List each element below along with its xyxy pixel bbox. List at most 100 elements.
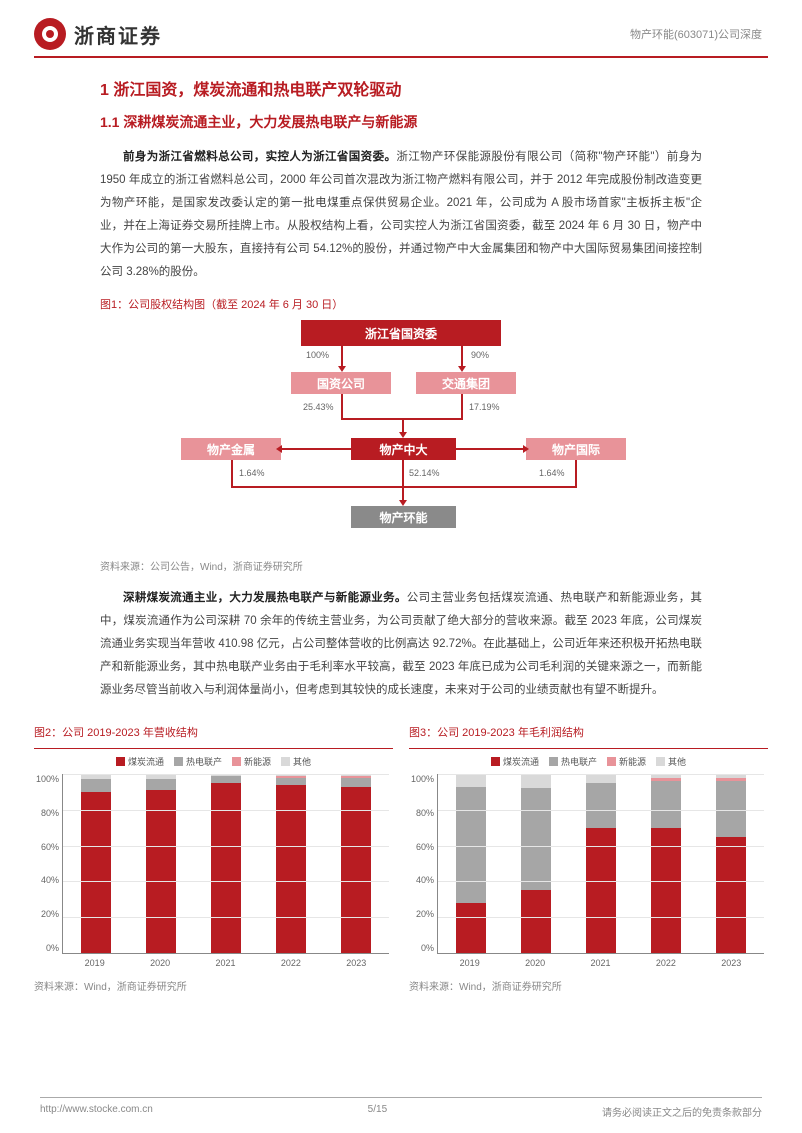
gridline [63,917,389,918]
x-tick-label: 2021 [215,958,235,968]
chart3-bars [438,774,764,953]
org-node-top: 浙江省国资委 [301,320,501,346]
org-line [402,460,404,486]
bar-segment [146,779,176,790]
org-line [341,346,343,366]
gridline [63,810,389,811]
org-pct-btm-left: 1.64% [239,468,265,478]
footer-divider [40,1097,762,1098]
bar-segment [586,774,616,783]
bar-segment [211,783,241,953]
legend-swatch [607,757,616,766]
bar-segment [456,774,486,787]
legend-item: 热电联产 [174,755,222,768]
bar-column [521,774,551,953]
org-pct-mid-left: 25.43% [303,402,334,412]
para1-text: 浙江物产环保能源股份有限公司（简称"物产环能"）前身为 1950 年成立的浙江省… [100,151,702,278]
org-chart: 浙江省国资委 100% 90% 国资公司 交通集团 25.43% 17.19% … [141,320,661,550]
legend-swatch [491,757,500,766]
bar-segment [716,837,746,953]
y-tick-label: 100% [35,774,59,784]
chart2-bars [63,774,389,953]
legend-item: 煤炭流通 [116,755,164,768]
bar-segment [521,788,551,890]
heading-1: 1 浙江国资，煤炭流通和热电联产双轮驱动 [100,76,702,100]
y-tick-label: 40% [410,875,434,885]
org-line [461,394,463,418]
chart3-caption: 图3：公司 2019-2023 年毛利润结构 [409,724,768,740]
org-node-center: 物产中大 [351,438,456,460]
fig1-source: 资料来源：公司公告，Wind，浙商证券研究所 [100,558,702,573]
org-line [461,346,463,366]
legend-item: 煤炭流通 [491,755,539,768]
page-footer: http://www.stocke.com.cn 5/15 请务必阅读正文之后的… [0,1097,802,1119]
chart3-topline [409,748,768,749]
org-node-pink-left: 物产金属 [181,438,281,460]
bar-column [341,774,371,953]
gridline [438,774,764,775]
chart2-source: 资料来源：Wind，浙商证券研究所 [34,978,393,993]
chart-2-block: 图2：公司 2019-2023 年营收结构 煤炭流通热电联产新能源其他 100%… [34,712,393,993]
gridline [438,846,764,847]
gridline [438,881,764,882]
bar-segment [276,778,306,785]
y-tick-label: 100% [410,774,434,784]
paragraph-2: 深耕煤炭流通主业，大力发展热电联产与新能源业务。公司主营业务包括煤炭流通、热电联… [100,587,702,702]
bar-segment [456,903,486,953]
chart2-xlabels: 20192020202120222023 [62,958,389,968]
org-pct-btm-right: 1.64% [539,468,565,478]
y-tick-label: 20% [35,909,59,919]
legend-label: 新能源 [244,755,271,768]
x-tick-label: 2020 [525,958,545,968]
bar-column [456,774,486,953]
x-tick-label: 2021 [590,958,610,968]
bar-column [586,774,616,953]
chart-3-block: 图3：公司 2019-2023 年毛利润结构 煤炭流通热电联产新能源其他 100… [409,712,768,993]
org-line [402,418,404,432]
legend-label: 煤炭流通 [503,755,539,768]
legend-label: 其他 [293,755,311,768]
x-tick-label: 2022 [656,958,676,968]
org-line [341,418,403,420]
y-tick-label: 40% [35,875,59,885]
chart3-legend: 煤炭流通热电联产新能源其他 [409,755,768,768]
footer-right: 请务必阅读正文之后的免责条款部分 [602,1104,762,1119]
bar-segment [146,790,176,953]
chart3-canvas: 100%80%60%40%20%0% [437,774,764,954]
legend-swatch [174,757,183,766]
org-node-pink-right: 物产国际 [526,438,626,460]
org-pct-mid-right: 17.19% [469,402,500,412]
bar-segment [586,783,616,828]
legend-label: 热电联产 [186,755,222,768]
paragraph-1: 前身为浙江省燃料总公司，实控人为浙江省国资委。浙江物产环保能源股份有限公司（简称… [100,146,702,284]
bar-column [276,774,306,953]
bar-column [81,774,111,953]
para2-bold: 深耕煤炭流通主业，大力发展热电联产与新能源业务。 [123,592,407,604]
gridline [438,917,764,918]
bar-segment [211,776,241,783]
bar-segment [651,781,681,828]
org-pct-btm-center: 52.14% [409,468,440,478]
footer-center: 5/15 [368,1104,387,1119]
y-tick-label: 80% [35,808,59,818]
legend-item: 其他 [281,755,311,768]
bar-segment [521,890,551,953]
bar-column [716,774,746,953]
legend-swatch [116,757,125,766]
x-tick-label: 2023 [346,958,366,968]
bar-column [211,774,241,953]
bar-segment [81,779,111,792]
y-tick-label: 60% [410,842,434,852]
legend-label: 新能源 [619,755,646,768]
org-node-mid-right: 交通集团 [416,372,516,394]
legend-label: 热电联产 [561,755,597,768]
org-line [231,486,577,488]
chart3-ylabels: 100%80%60%40%20%0% [410,774,434,953]
brand-name: 浙商证券 [74,20,162,49]
org-line [456,448,526,450]
bar-column [146,774,176,953]
bar-segment [341,778,371,787]
y-tick-label: 80% [410,808,434,818]
gridline [63,774,389,775]
gridline [438,810,764,811]
